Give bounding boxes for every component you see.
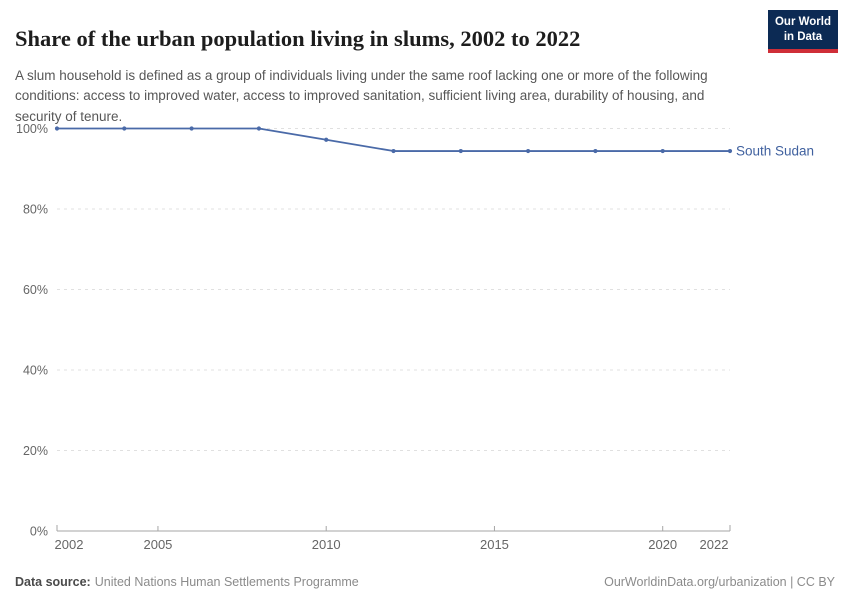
data-point: [324, 137, 329, 142]
x-tick-label: 2020: [648, 537, 677, 552]
data-point: [593, 148, 598, 154]
chart-footer: Data source: United Nations Human Settlem…: [15, 575, 835, 589]
x-tick-label: 2002: [55, 537, 84, 552]
x-tick-label: 2005: [143, 537, 172, 552]
data-point: [727, 148, 733, 154]
series-label: South Sudan: [736, 144, 814, 159]
owid-logo-line1: Our World: [774, 16, 831, 28]
data-source-label: Data source:: [15, 575, 91, 589]
data-source-value: United Nations Human Settlements Program…: [94, 575, 359, 589]
y-tick-label: 40%: [23, 364, 48, 378]
y-tick-label: 60%: [23, 283, 48, 297]
page-title: Share of the urban population living in …: [15, 26, 581, 52]
series-line: [56, 127, 731, 152]
y-tick-label: 0%: [30, 525, 48, 539]
x-tick-label: 2022: [700, 537, 729, 552]
owid-logo: Our World in Data: [767, 10, 838, 53]
chart-subtitle: A slum household is defined as a group o…: [15, 67, 708, 125]
data-point: [660, 148, 665, 154]
data-point: [189, 126, 194, 131]
owid-logo-line2: in Data: [783, 30, 823, 43]
x-tick-label: 2015: [480, 537, 509, 552]
data-point: [256, 126, 261, 131]
data-source: Data source: United Nations Human Settlem…: [15, 575, 359, 589]
data-point: [458, 148, 463, 154]
y-tick-label: 20%: [23, 444, 48, 458]
y-tick-label: 100%: [16, 122, 48, 136]
data-point: [526, 148, 531, 154]
x-tick-label: 2010: [312, 537, 341, 552]
data-point: [122, 126, 127, 131]
data-point: [391, 148, 396, 154]
data-point: [54, 126, 60, 131]
credit-line: OurWorldinData.org/urbanization | CC BY: [604, 575, 835, 589]
y-tick-label: 80%: [23, 203, 48, 217]
